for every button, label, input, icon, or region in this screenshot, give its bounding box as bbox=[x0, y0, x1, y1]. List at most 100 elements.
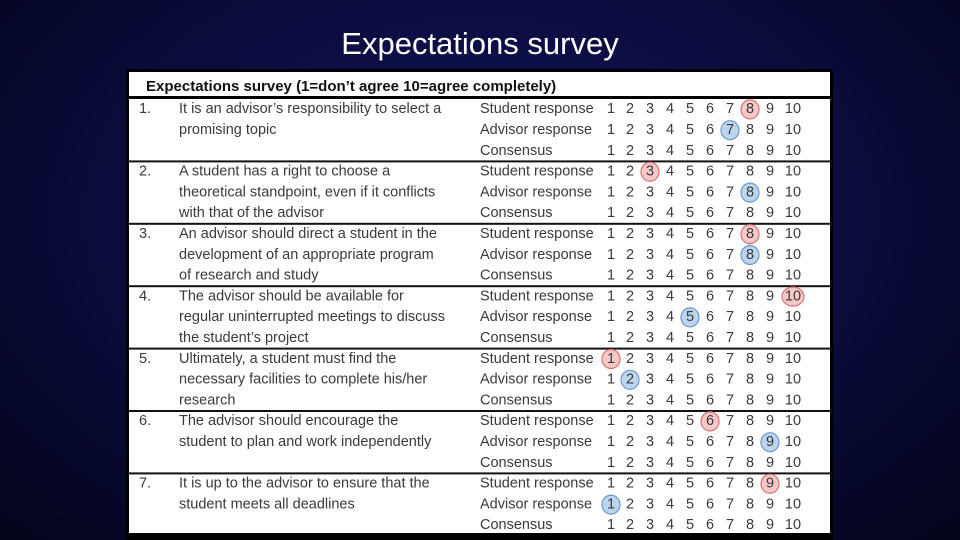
response-label: Consensus bbox=[480, 330, 553, 346]
scale-number: 7 bbox=[726, 434, 734, 450]
scale-number: 8 bbox=[746, 330, 754, 346]
scale-number: 2 bbox=[626, 226, 634, 242]
response-label: Student response bbox=[480, 413, 594, 429]
scale-number: 8 bbox=[746, 143, 754, 159]
scale-number: 7 bbox=[726, 143, 734, 159]
slide-title: Expectations survey bbox=[341, 26, 619, 61]
scale-number: 2 bbox=[626, 496, 634, 512]
response-circle bbox=[781, 286, 805, 307]
scale-number: 5 bbox=[686, 122, 694, 138]
scale-number: 10 bbox=[785, 372, 801, 388]
scale-number: 10 bbox=[785, 351, 801, 367]
scale-number: 8 bbox=[746, 309, 754, 325]
scale-number: 8 bbox=[746, 372, 754, 388]
scale-number: 5 bbox=[686, 330, 694, 346]
scale-number: 3 bbox=[646, 101, 654, 117]
item-number: 1. bbox=[139, 101, 151, 117]
scale-number: 9 bbox=[766, 205, 774, 221]
response-label: Consensus bbox=[480, 392, 553, 408]
scale-number: 3 bbox=[646, 351, 654, 367]
scale-number: 4 bbox=[666, 143, 674, 159]
scale-number: 5 bbox=[686, 268, 694, 284]
scale-number: 3 bbox=[646, 164, 654, 180]
scale-number: 3 bbox=[646, 413, 654, 429]
scale-number: 9 bbox=[766, 372, 774, 388]
scale-number: 8 bbox=[746, 184, 754, 200]
scale-number: 8 bbox=[746, 268, 754, 284]
scale-number: 6 bbox=[706, 517, 714, 533]
scale-number: 2 bbox=[626, 184, 634, 200]
scale-number: 6 bbox=[706, 309, 714, 325]
scale-number: 5 bbox=[686, 413, 694, 429]
scale-number: 6 bbox=[706, 455, 714, 471]
scale-number: 8 bbox=[746, 164, 754, 180]
scale-number: 6 bbox=[706, 413, 714, 429]
scale-number: 8 bbox=[746, 101, 754, 117]
scale-number: 3 bbox=[646, 517, 654, 533]
item-statement: regular uninterrupted meetings to discus… bbox=[179, 309, 445, 325]
scale-number: 7 bbox=[726, 476, 734, 492]
item-statement: It is an advisor’s responsibility to sel… bbox=[179, 101, 442, 117]
scale-number: 7 bbox=[726, 164, 734, 180]
scale-number: 9 bbox=[766, 392, 774, 408]
scale-number: 3 bbox=[646, 247, 654, 263]
scale-number: 8 bbox=[746, 351, 754, 367]
scale-number: 6 bbox=[706, 268, 714, 284]
scale-number: 6 bbox=[706, 164, 714, 180]
scale-number: 7 bbox=[726, 184, 734, 200]
scale-number: 4 bbox=[666, 476, 674, 492]
scale-number: 9 bbox=[766, 101, 774, 117]
scale-number: 8 bbox=[746, 247, 754, 263]
response-circle bbox=[601, 348, 621, 370]
scale-number: 10 bbox=[785, 184, 801, 200]
scale-number: 5 bbox=[686, 351, 694, 367]
scale-number: 5 bbox=[686, 101, 694, 117]
scale-number: 4 bbox=[666, 392, 674, 408]
response-label: Consensus bbox=[480, 268, 553, 284]
scale-number: 10 bbox=[785, 247, 801, 263]
scale-number: 6 bbox=[706, 351, 714, 367]
scale-number: 7 bbox=[726, 496, 734, 512]
scale-number: 5 bbox=[686, 205, 694, 221]
scale-number: 1 bbox=[607, 101, 615, 117]
scale-number: 5 bbox=[686, 309, 694, 325]
response-label: Student response bbox=[480, 226, 594, 242]
item-statement: An advisor should direct a student in th… bbox=[179, 226, 437, 242]
item-statement: the student’s project bbox=[179, 330, 309, 346]
scale-number: 5 bbox=[686, 392, 694, 408]
item-statement: development of an appropriate program bbox=[179, 247, 434, 263]
scale-number: 6 bbox=[706, 434, 714, 450]
scale-number: 1 bbox=[607, 517, 615, 533]
scale-number: 9 bbox=[766, 476, 774, 492]
response-label: Consensus bbox=[480, 205, 553, 221]
scale-number: 1 bbox=[607, 413, 615, 429]
scale-number: 1 bbox=[607, 330, 615, 346]
row-divider bbox=[129, 347, 830, 350]
response-label: Advisor response bbox=[480, 309, 592, 325]
scale-number: 6 bbox=[706, 184, 714, 200]
scale-number: 8 bbox=[746, 517, 754, 533]
scale-number: 7 bbox=[726, 392, 734, 408]
response-circle bbox=[640, 161, 660, 182]
scale-number: 5 bbox=[686, 247, 694, 263]
scale-number: 3 bbox=[646, 268, 654, 284]
scale-number: 2 bbox=[626, 330, 634, 346]
scale-number: 9 bbox=[766, 351, 774, 367]
scale-number: 7 bbox=[726, 455, 734, 471]
scale-number: 7 bbox=[726, 372, 734, 388]
scale-number: 2 bbox=[626, 455, 634, 471]
scale-number: 4 bbox=[666, 413, 674, 429]
scale-number: 5 bbox=[686, 226, 694, 242]
scale-number: 10 bbox=[785, 143, 801, 159]
scale-number: 9 bbox=[766, 517, 774, 533]
scale-number: 2 bbox=[626, 247, 634, 263]
response-circle bbox=[720, 120, 740, 141]
response-label: Advisor response bbox=[480, 247, 592, 263]
item-statement: theoretical standpoint, even if it confl… bbox=[179, 184, 435, 200]
scale-number: 3 bbox=[646, 205, 654, 221]
scale-number: 10 bbox=[785, 413, 801, 429]
response-circle bbox=[760, 473, 780, 494]
scale-number: 10 bbox=[785, 122, 801, 138]
scale-number: 2 bbox=[626, 372, 634, 388]
